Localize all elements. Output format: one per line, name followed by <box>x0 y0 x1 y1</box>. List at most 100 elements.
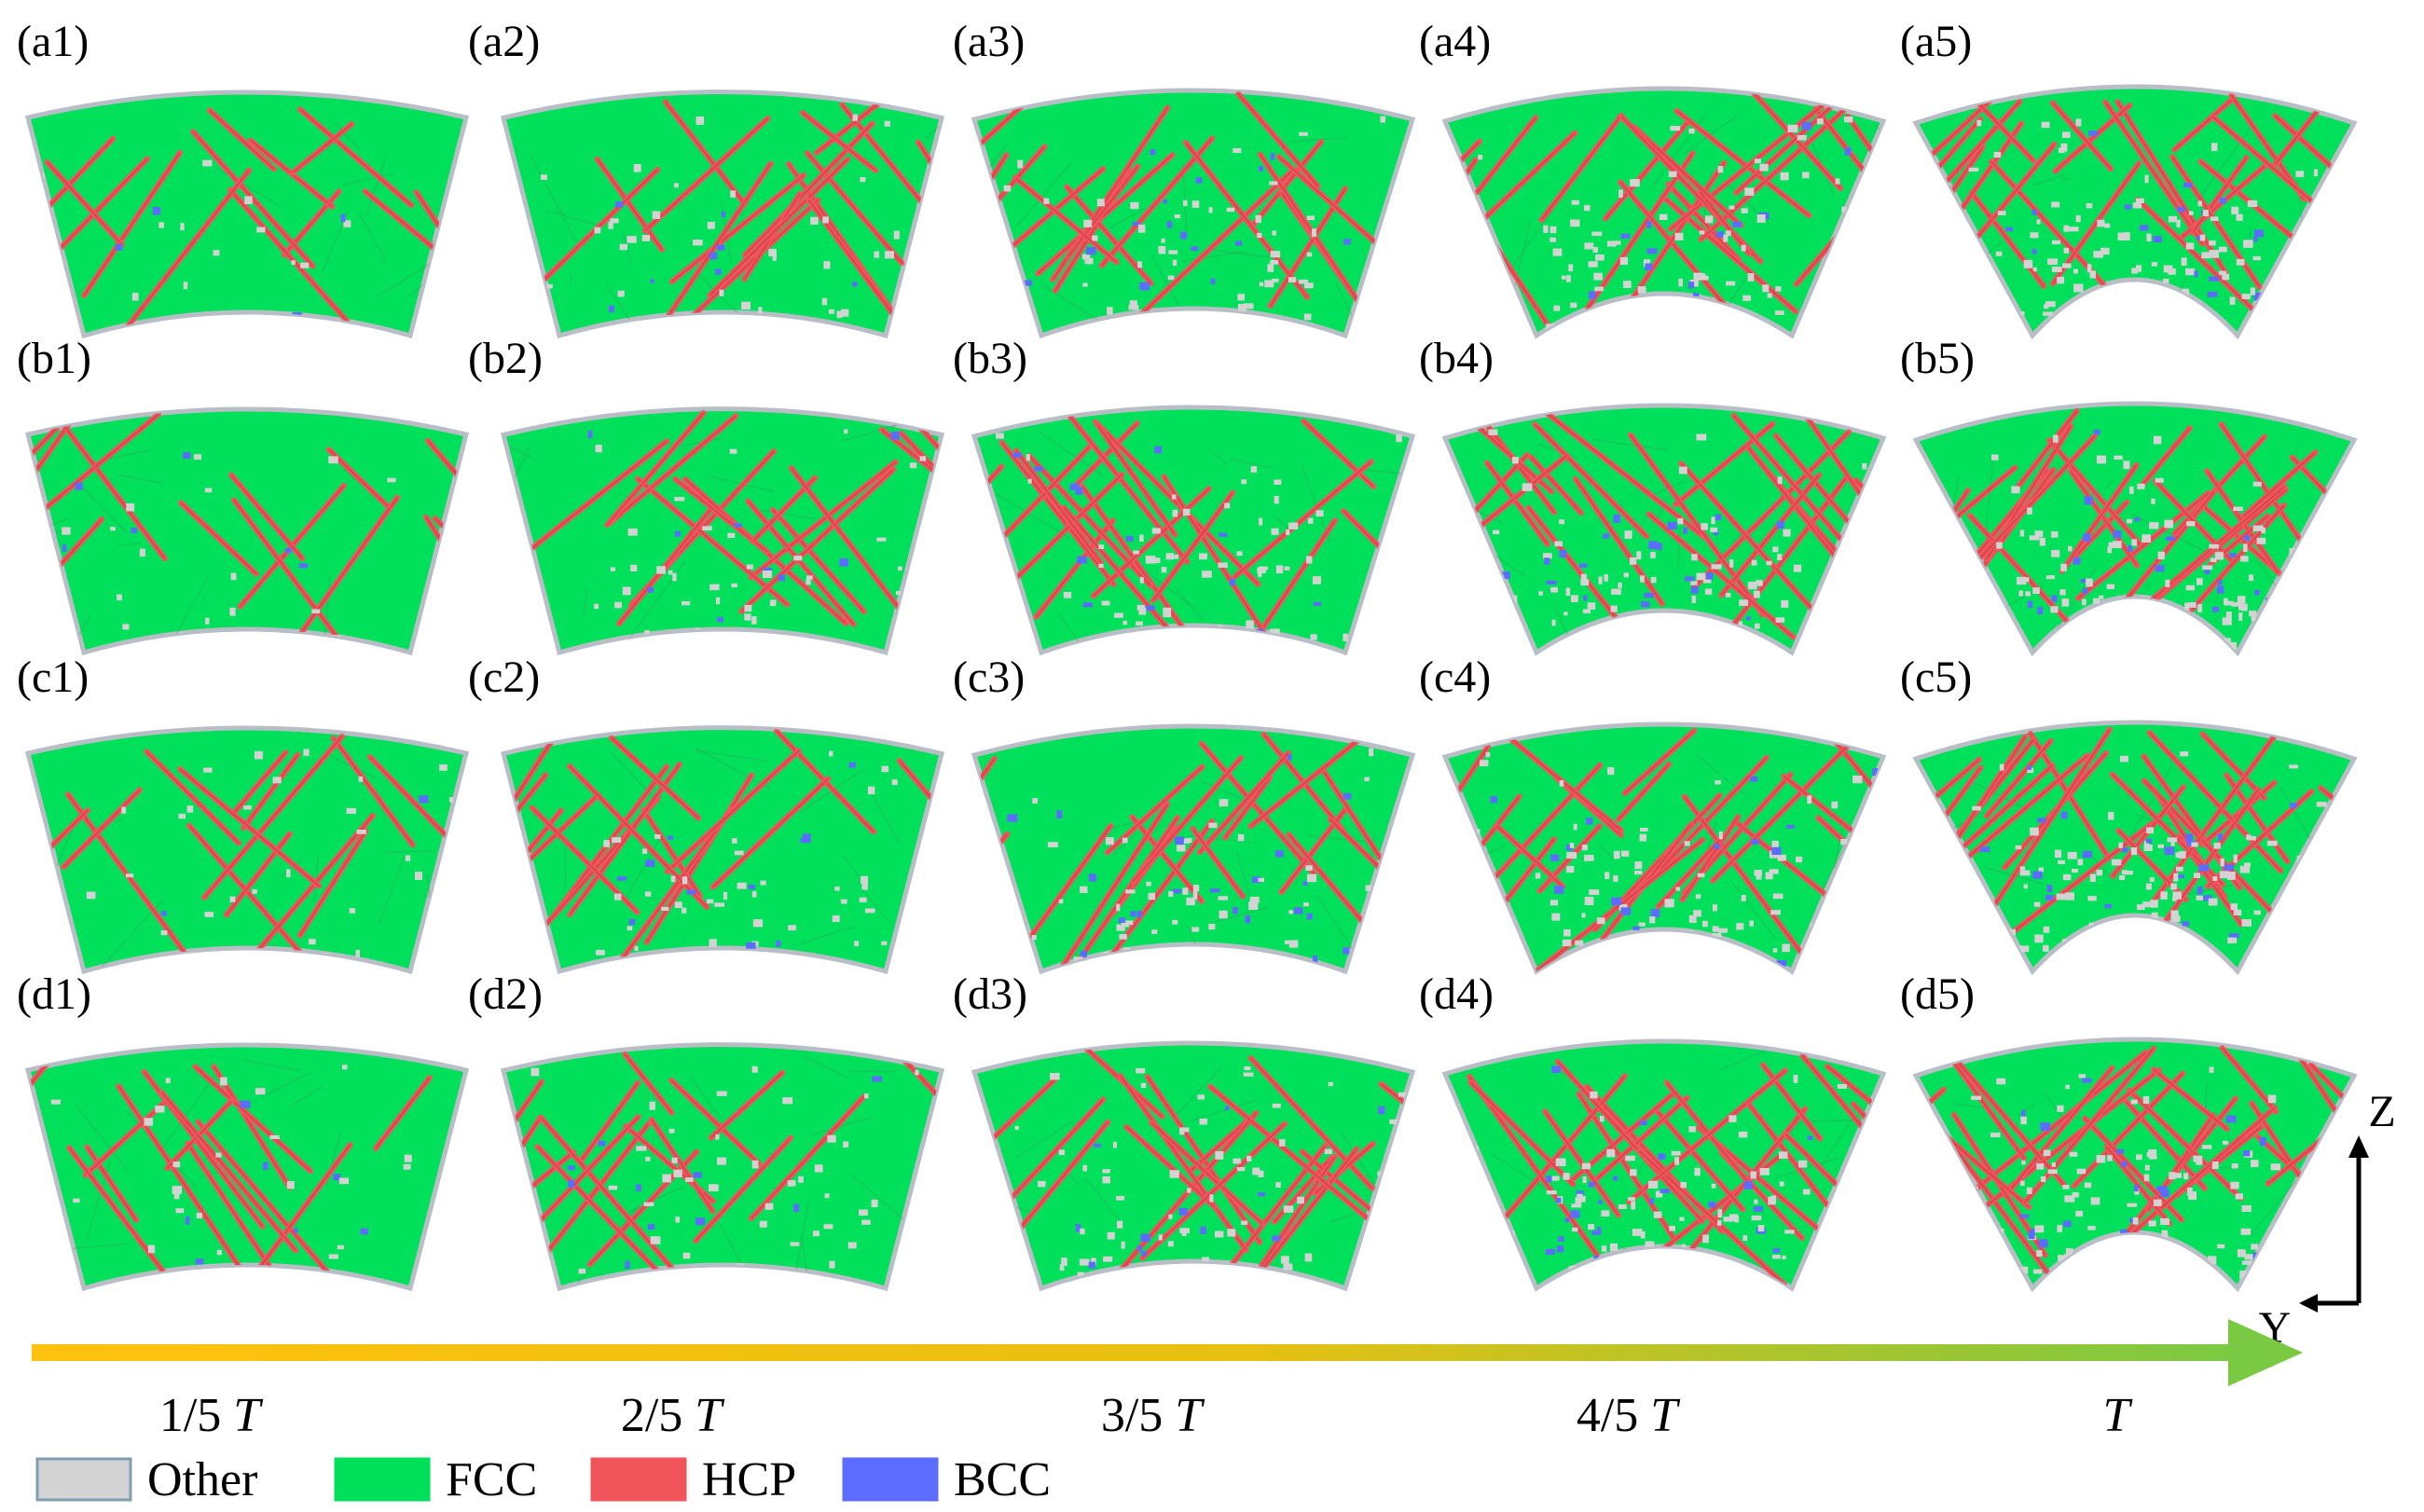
bcc-atom <box>2153 236 2162 243</box>
other-atom <box>2335 931 2341 939</box>
other-atom <box>986 854 992 861</box>
other-atom <box>656 566 666 574</box>
other-atom <box>2236 258 2245 266</box>
bcc-atom <box>294 1228 298 1233</box>
other-atom <box>2119 875 2126 881</box>
other-atom <box>2068 545 2073 552</box>
other-atom <box>854 941 860 947</box>
other-atom <box>1380 1185 1385 1191</box>
bcc-atom <box>1550 854 1560 861</box>
legend-swatch <box>590 1457 687 1502</box>
bcc-atom <box>2182 942 2192 949</box>
other-atom <box>1258 569 1262 578</box>
other-atom <box>1275 1182 1281 1189</box>
other-atom <box>2038 867 2044 873</box>
bcc-atom <box>1686 620 1696 625</box>
other-atom <box>1158 245 1166 254</box>
other-atom <box>2101 312 2106 321</box>
other-atom <box>2202 209 2209 217</box>
other-atom <box>1765 872 1773 880</box>
other-atom <box>652 211 661 219</box>
other-atom <box>2062 263 2072 268</box>
other-atom <box>2124 870 2133 875</box>
other-atom <box>2170 838 2175 846</box>
other-atom <box>2208 1256 2217 1265</box>
other-atom <box>2175 866 2183 872</box>
other-atom <box>1183 1127 1190 1133</box>
other-atom <box>1751 559 1757 566</box>
other-atom <box>2086 578 2093 587</box>
other-atom <box>2111 859 2122 866</box>
other-atom <box>1619 625 1625 632</box>
other-atom <box>876 537 887 542</box>
other-atom <box>1312 576 1322 584</box>
other-atom <box>139 548 145 557</box>
bcc-atom <box>1139 282 1150 291</box>
other-atom <box>2062 873 2072 881</box>
other-atom <box>1570 302 1577 309</box>
other-atom <box>193 454 201 460</box>
bcc-atom <box>2243 1150 2251 1157</box>
other-atom <box>2163 265 2173 273</box>
other-atom <box>2030 232 2039 239</box>
other-atom <box>1609 1243 1618 1252</box>
other-atom <box>1689 280 1699 287</box>
other-atom <box>2209 250 2219 258</box>
other-atom <box>674 497 685 502</box>
bcc-atom <box>1219 532 1228 537</box>
other-atom <box>2087 264 2092 273</box>
bcc-atom <box>1746 616 1751 621</box>
panel-label: (c1) <box>17 653 89 702</box>
other-atom <box>2119 755 2128 763</box>
other-atom <box>675 1216 680 1223</box>
other-atom <box>2267 1094 2277 1104</box>
other-atom <box>117 594 122 601</box>
other-atom <box>155 1106 165 1113</box>
other-atom <box>1701 523 1708 530</box>
panel-label: (c5) <box>1900 653 1972 702</box>
other-atom <box>1575 940 1584 946</box>
other-atom <box>2170 883 2177 890</box>
other-atom <box>2145 883 2152 890</box>
other-atom <box>2108 1244 2114 1250</box>
other-atom <box>1137 224 1146 233</box>
bcc-atom <box>2217 833 2223 841</box>
bcc-atom <box>2080 579 2089 584</box>
other-atom <box>1125 889 1136 894</box>
other-atom <box>269 1134 280 1139</box>
bcc-atom <box>1245 914 1250 924</box>
other-atom <box>1522 483 1533 491</box>
other-atom <box>2097 300 2107 308</box>
other-atom <box>1145 556 1156 564</box>
other-atom <box>707 221 715 229</box>
other-atom <box>2134 1189 2140 1195</box>
other-atom <box>702 526 712 531</box>
other-atom <box>1299 131 1308 136</box>
bcc-atom <box>1293 907 1303 914</box>
other-atom <box>1618 189 1623 199</box>
other-atom <box>2036 219 2041 225</box>
other-atom <box>2032 267 2037 272</box>
other-atom <box>2043 944 2049 952</box>
other-atom <box>2126 518 2132 524</box>
panel-label: (a1) <box>17 17 89 66</box>
other-atom <box>2051 550 2060 557</box>
other-atom <box>1637 286 1646 294</box>
other-atom <box>2176 219 2181 227</box>
other-atom <box>2252 525 2264 531</box>
other-atom <box>2019 529 2025 537</box>
panel-d2: (d2) <box>468 969 945 1292</box>
bcc-atom <box>1807 1135 1813 1140</box>
other-atom <box>1798 1160 1808 1168</box>
bcc-atom <box>2290 803 2297 808</box>
other-atom <box>2218 270 2226 275</box>
panel-c2: (c2) <box>468 653 945 975</box>
other-atom <box>1566 865 1575 873</box>
bcc-atom <box>793 1203 800 1213</box>
other-atom <box>1244 303 1254 309</box>
other-atom <box>933 244 942 249</box>
bcc-atom <box>625 1260 630 1269</box>
other-atom <box>2108 542 2117 548</box>
bcc-atom <box>2220 198 2226 204</box>
other-atom <box>1236 551 1243 557</box>
